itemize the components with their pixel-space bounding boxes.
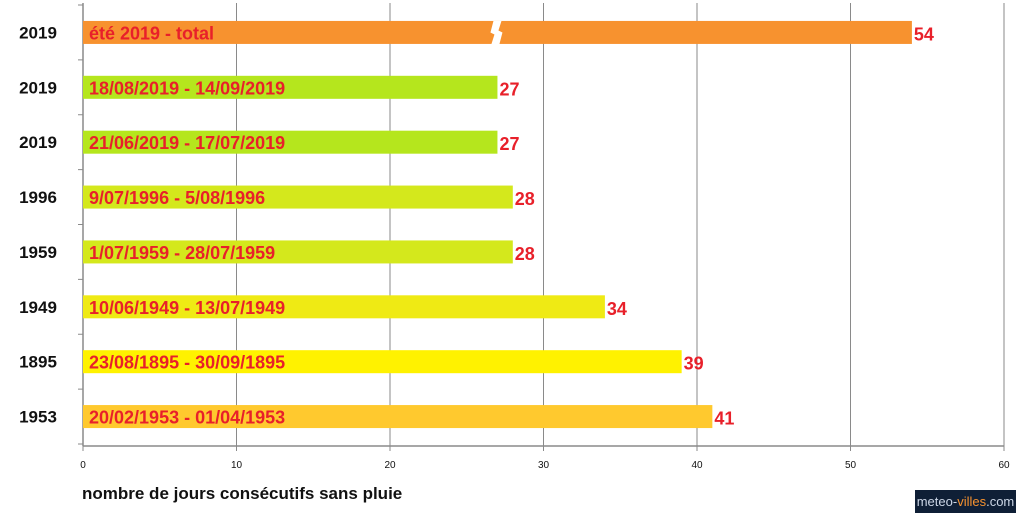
bar [83, 185, 513, 209]
bar-period-label: été 2019 - total [89, 23, 214, 43]
bar-value-label: 28 [515, 244, 535, 264]
bar-period-label: 20/02/1953 - 01/04/1953 [89, 408, 285, 428]
bar-value-label: 28 [515, 189, 535, 209]
bar-period-label: 23/08/1895 - 30/09/1895 [89, 353, 285, 373]
y-category-label: 2019 [19, 133, 57, 152]
y-category-label: 1959 [19, 243, 57, 262]
bar [83, 295, 605, 319]
bar [83, 130, 498, 154]
x-axis-label: nombre de jours consécutifs sans pluie [82, 484, 403, 503]
x-tick-label: 0 [80, 460, 86, 471]
bar [83, 350, 682, 374]
y-category-label: 1953 [19, 408, 57, 427]
x-tick-label: 20 [384, 460, 396, 471]
bar-value-label: 27 [499, 79, 519, 99]
bar-value-label: 27 [499, 134, 519, 154]
y-category-label: 2019 [19, 78, 57, 97]
bar-period-label: 18/08/2019 - 14/09/2019 [89, 78, 285, 98]
bar-value-label: 39 [684, 354, 704, 374]
bar-period-label: 9/07/1996 - 5/08/1996 [89, 188, 265, 208]
bar-value-label: 34 [607, 299, 627, 319]
x-tick-label: 30 [538, 460, 550, 471]
y-category-label: 2019 [19, 23, 57, 42]
y-category-label: 1996 [19, 188, 57, 207]
y-category-label: 1949 [19, 298, 57, 317]
bar-period-label: 1/07/1959 - 28/07/1959 [89, 243, 275, 263]
bar-period-label: 21/06/2019 - 17/07/2019 [89, 133, 285, 153]
bar-period-label: 10/06/1949 - 13/07/1949 [89, 298, 285, 318]
x-tick-label: 10 [231, 460, 243, 471]
axis-break-mark [490, 20, 503, 44]
x-tick-label: 60 [998, 460, 1010, 471]
bar [83, 405, 713, 429]
x-tick-label: 40 [691, 460, 703, 471]
y-category-label: 1895 [19, 353, 57, 372]
bar [83, 75, 498, 99]
bar [83, 240, 513, 264]
bar-value-label: 41 [714, 409, 734, 429]
meteo-villes-logo: meteo-villes.com [915, 490, 1016, 513]
x-tick-label: 50 [845, 460, 857, 471]
bar-value-label: 54 [914, 24, 934, 44]
